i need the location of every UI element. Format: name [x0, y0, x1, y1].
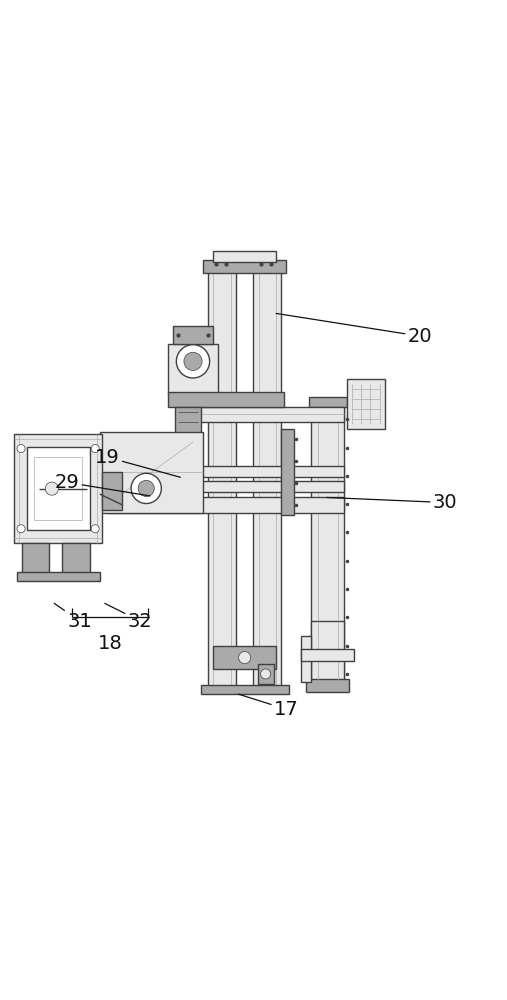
Bar [311, 407, 344, 687]
Bar [175, 407, 201, 437]
Bar [62, 543, 90, 573]
Bar [311, 621, 344, 687]
Bar [100, 432, 203, 513]
Circle shape [239, 652, 251, 664]
Bar [97, 481, 344, 492]
Bar [91, 490, 100, 508]
Text: 20: 20 [276, 313, 432, 346]
Bar [107, 497, 344, 513]
Bar [306, 679, 349, 692]
Circle shape [131, 473, 161, 504]
Bar [14, 434, 102, 543]
Bar [173, 326, 213, 344]
Text: 32: 32 [105, 603, 153, 631]
Circle shape [261, 669, 271, 679]
Bar [301, 649, 354, 661]
Text: 18: 18 [97, 634, 122, 653]
Bar [301, 636, 311, 682]
Circle shape [17, 445, 25, 453]
Text: 29: 29 [55, 473, 150, 496]
Bar [97, 466, 344, 477]
Bar [17, 572, 100, 581]
Bar [168, 392, 284, 407]
Bar [201, 685, 289, 694]
Bar [258, 664, 274, 684]
Bar [309, 397, 347, 407]
Text: 19: 19 [95, 448, 180, 477]
Bar [347, 379, 385, 429]
Bar [22, 543, 49, 573]
Bar [254, 271, 281, 687]
Bar [102, 472, 122, 510]
Bar [91, 437, 100, 455]
Circle shape [176, 345, 209, 378]
Circle shape [138, 480, 154, 496]
Text: 17: 17 [238, 694, 299, 719]
Circle shape [45, 482, 58, 495]
Bar [203, 260, 286, 273]
Bar [213, 646, 276, 669]
Bar [208, 271, 236, 687]
Text: 31: 31 [54, 603, 92, 631]
Text: 30: 30 [327, 493, 457, 512]
Bar [168, 344, 218, 394]
Bar [198, 407, 344, 422]
Circle shape [91, 445, 99, 453]
Circle shape [17, 525, 25, 533]
Bar [26, 447, 90, 530]
Bar [34, 457, 82, 520]
Circle shape [91, 525, 99, 533]
Circle shape [184, 352, 202, 370]
Bar [281, 429, 294, 515]
Bar [213, 251, 276, 262]
